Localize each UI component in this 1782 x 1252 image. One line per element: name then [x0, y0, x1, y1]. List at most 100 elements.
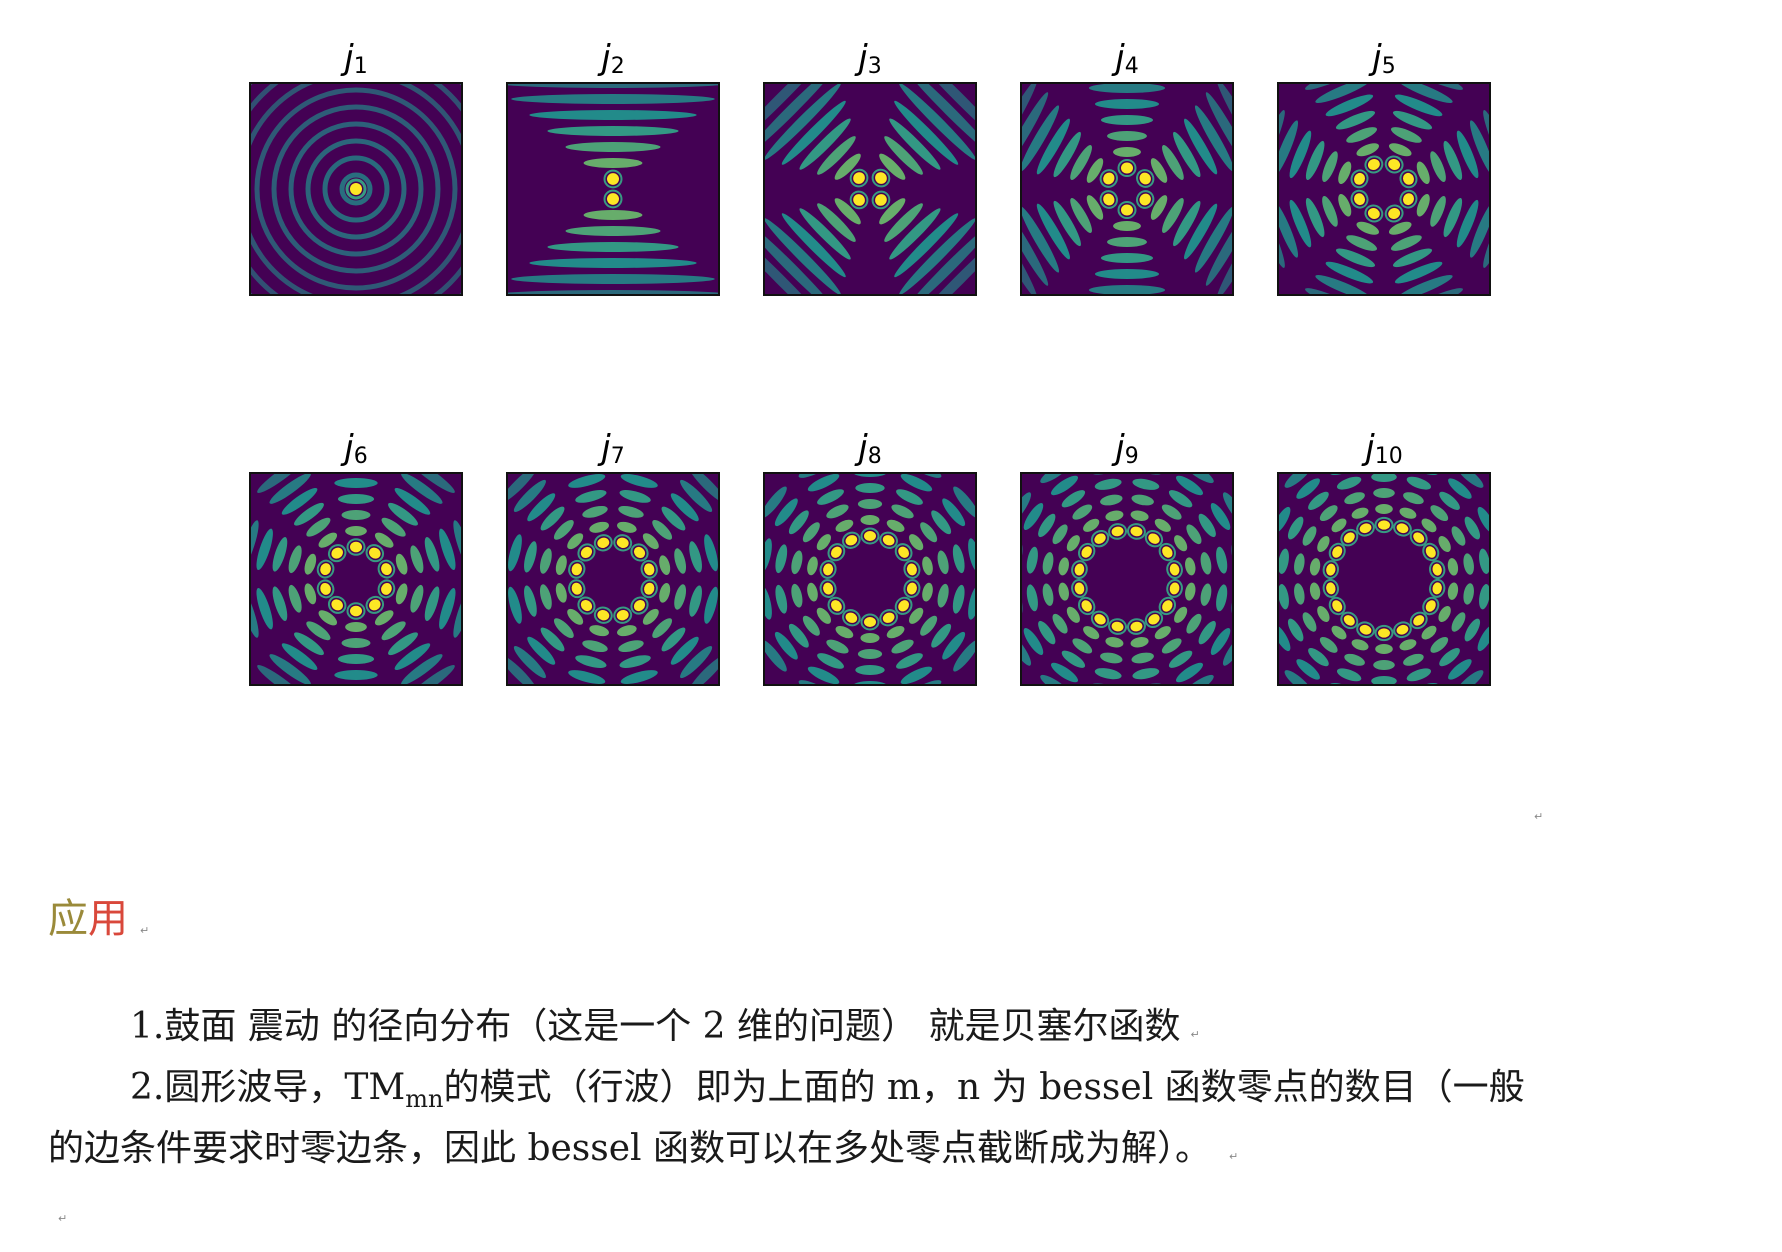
heatmap-lobe — [1296, 659, 1320, 680]
heatmap-svg-4 — [1022, 84, 1232, 294]
heatmap-lobe — [1294, 553, 1305, 575]
heatmap-peak-halo — [1158, 542, 1177, 562]
heatmap-lobe — [1317, 535, 1330, 553]
heatmap-lobe — [1279, 120, 1299, 177]
heatmap-lobe — [620, 670, 658, 684]
heatmap-lobe — [1083, 518, 1100, 532]
heatmap-peak-halo — [819, 559, 837, 579]
heatmap-lobe — [407, 474, 455, 493]
heatmap-plot-4 — [1020, 82, 1234, 296]
heatmap-lobe — [288, 584, 302, 613]
heatmap-lobe — [817, 489, 844, 505]
heatmap-peak-halo — [1409, 528, 1428, 547]
heatmap-lobe — [1205, 92, 1232, 169]
heatmap-peak — [882, 535, 895, 546]
heatmap-lobe — [1210, 627, 1231, 656]
heatmap-lobe — [1173, 131, 1201, 178]
heatmap-lobe — [1336, 476, 1362, 490]
heatmap-lobe — [1022, 635, 1032, 666]
heatmap-peak — [1121, 204, 1133, 216]
heatmap-peak — [906, 563, 917, 576]
heatmap-lobe — [407, 665, 455, 684]
heatmap-lobe — [1052, 613, 1068, 634]
heatmap-lobe — [775, 584, 788, 614]
heatmap-lobe — [334, 670, 378, 680]
heatmap-peak — [1162, 546, 1173, 558]
heatmap-peak — [1354, 193, 1366, 206]
bessel-figure: j1 j2 j3 j4 j5 j6 j7 j8 j9 j10 — [249, 38, 1491, 686]
panel-title-index: 2 — [610, 54, 625, 79]
heatmap-peak — [644, 563, 655, 576]
heatmap-lobe — [513, 646, 546, 679]
heatmap-lobe — [1392, 110, 1433, 130]
heatmap-lobe — [899, 84, 975, 160]
heatmap-lobe — [953, 486, 975, 519]
heatmap-lobe — [807, 582, 818, 602]
heatmap-lobe — [1154, 518, 1171, 532]
heatmap-peak-halo — [894, 596, 913, 615]
heatmap-lobe — [539, 548, 552, 574]
heatmap-plot-9 — [1020, 472, 1234, 686]
heatmap-lobe — [1150, 158, 1168, 183]
heatmap-lobe — [1222, 492, 1232, 523]
heatmap-lobe — [1216, 212, 1232, 294]
heatmap-lobe — [900, 666, 933, 684]
heatmap-lobe — [1302, 612, 1317, 632]
heatmap-lobe — [886, 519, 905, 532]
heatmap-lobe — [424, 586, 440, 622]
heatmap-svg-7 — [508, 474, 718, 684]
heatmap-lobe — [619, 655, 651, 668]
heatmap-lobe — [1319, 636, 1338, 653]
heatmap-lobe — [318, 610, 338, 626]
heatmap-peak — [1148, 533, 1160, 544]
panel-title-index: 10 — [1374, 444, 1403, 469]
heatmap-lobe — [854, 681, 886, 684]
heatmap-lobe — [1022, 209, 1049, 286]
heatmap-svg-2 — [508, 84, 718, 294]
heatmap-svg-10 — [1279, 474, 1489, 684]
heatmap-lobe — [1308, 491, 1329, 510]
heatmap-lobe — [394, 643, 431, 671]
heatmap-lobe — [1430, 636, 1449, 653]
heatmap-peak-halo — [568, 559, 586, 579]
heatmap-lobe — [1131, 652, 1154, 664]
heading-char-2: 用 — [88, 896, 128, 942]
heatmap-lobe — [807, 474, 840, 492]
heatmap-peak-halo — [1071, 560, 1088, 579]
heatmap-peak-halo — [871, 190, 891, 210]
heatmap-lobe — [567, 533, 584, 550]
heatmap-peak — [1111, 621, 1124, 632]
heatmap-lobe — [807, 666, 840, 684]
heatmap-lobe — [937, 550, 949, 575]
heatmap-lobe — [453, 520, 461, 569]
heatmap-lobe — [511, 94, 715, 104]
heatmap-lobe — [1305, 197, 1325, 238]
heatmap-lobe — [889, 208, 941, 260]
heatmap-lobe — [834, 153, 861, 180]
heatmap-peak — [1388, 207, 1401, 219]
heatmap-lobe — [1289, 130, 1312, 179]
heatmap-lobe — [394, 487, 431, 515]
heatmap-lobe — [1338, 161, 1352, 185]
heatmap-lobe — [1198, 620, 1216, 645]
heatmap-lobe — [1038, 620, 1056, 645]
heatmap-ring — [288, 121, 424, 257]
heatmap-lobe — [826, 639, 849, 654]
heatmap-lobe — [401, 474, 443, 504]
heatmap-lobe — [1100, 253, 1154, 263]
heatmap-peak-halo — [1322, 578, 1340, 598]
heatmap-lobe — [1356, 221, 1380, 235]
heatmap-lobe — [1394, 261, 1443, 284]
heatmap-lobe — [508, 290, 718, 294]
heatmap-lobe — [1070, 145, 1092, 180]
heatmap-lobe — [1421, 518, 1437, 533]
heatmap-lobe — [439, 528, 456, 571]
heatmap-lobe — [269, 654, 311, 684]
heatmap-peak — [1367, 207, 1380, 219]
heatmap-lobe — [617, 625, 637, 637]
heatmap-lobe — [857, 499, 883, 509]
heatmap-lobe — [256, 528, 273, 571]
heatmap-lobe — [508, 474, 537, 503]
heatmap-svg-1 — [251, 84, 461, 294]
heatmap-lobe — [1399, 639, 1417, 651]
